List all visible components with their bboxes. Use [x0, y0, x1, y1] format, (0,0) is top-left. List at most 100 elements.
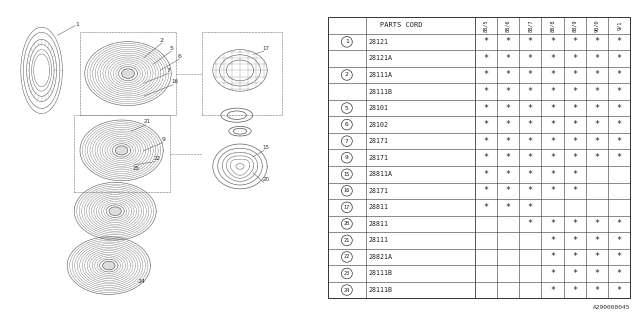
Text: *: *	[617, 137, 622, 146]
Text: *: *	[617, 104, 622, 113]
Text: 16: 16	[344, 188, 350, 193]
Text: 28811: 28811	[369, 221, 388, 227]
Text: 28171: 28171	[369, 138, 388, 144]
Text: *: *	[572, 87, 577, 96]
Text: *: *	[483, 104, 488, 113]
Text: *: *	[506, 203, 511, 212]
Ellipse shape	[122, 69, 134, 78]
Text: 88/8: 88/8	[550, 19, 555, 32]
Text: *: *	[528, 37, 533, 46]
Text: *: *	[550, 104, 555, 113]
Text: *: *	[528, 220, 533, 228]
Text: 88/9: 88/9	[572, 19, 577, 32]
Text: *: *	[572, 120, 577, 129]
Text: *: *	[506, 153, 511, 162]
Text: *: *	[483, 87, 488, 96]
Text: *: *	[550, 186, 555, 195]
Text: *: *	[506, 87, 511, 96]
Text: *: *	[506, 186, 511, 195]
Text: 88/7: 88/7	[528, 19, 533, 32]
Text: *: *	[528, 153, 533, 162]
Text: *: *	[506, 170, 511, 179]
Text: 9/1: 9/1	[617, 21, 622, 30]
Text: *: *	[572, 236, 577, 245]
Text: 28102: 28102	[369, 122, 388, 128]
Text: *: *	[483, 203, 488, 212]
Text: *: *	[595, 120, 600, 129]
Text: *: *	[483, 54, 488, 63]
Text: *: *	[528, 87, 533, 96]
Text: *: *	[617, 54, 622, 63]
Text: *: *	[572, 137, 577, 146]
Text: 20: 20	[344, 221, 350, 226]
Text: *: *	[572, 54, 577, 63]
Text: *: *	[483, 186, 488, 195]
Text: *: *	[572, 153, 577, 162]
Text: *: *	[595, 285, 600, 294]
Text: *: *	[617, 220, 622, 228]
Text: 9: 9	[161, 137, 166, 142]
Text: *: *	[595, 87, 600, 96]
Text: *: *	[483, 70, 488, 79]
Text: *: *	[528, 120, 533, 129]
Text: 20: 20	[262, 177, 269, 182]
Text: *: *	[572, 37, 577, 46]
Text: 28101: 28101	[369, 105, 388, 111]
Text: 21: 21	[344, 238, 350, 243]
Text: *: *	[572, 186, 577, 195]
Text: *: *	[595, 153, 600, 162]
Text: *: *	[550, 285, 555, 294]
Ellipse shape	[102, 261, 115, 270]
Text: *: *	[483, 37, 488, 46]
Text: *: *	[550, 54, 555, 63]
Text: *: *	[595, 54, 600, 63]
Text: *: *	[595, 236, 600, 245]
Text: *: *	[528, 170, 533, 179]
Text: 88/6: 88/6	[506, 19, 511, 32]
Text: *: *	[550, 252, 555, 261]
Text: 28811A: 28811A	[369, 171, 393, 177]
Text: *: *	[528, 203, 533, 212]
Text: *: *	[528, 137, 533, 146]
Text: *: *	[595, 104, 600, 113]
Text: *: *	[595, 137, 600, 146]
Text: *: *	[483, 137, 488, 146]
Text: *: *	[617, 70, 622, 79]
Text: *: *	[550, 153, 555, 162]
Text: *: *	[572, 285, 577, 294]
Text: *: *	[528, 104, 533, 113]
Text: *: *	[483, 153, 488, 162]
Text: *: *	[617, 285, 622, 294]
Text: *: *	[595, 252, 600, 261]
Text: *: *	[528, 54, 533, 63]
Text: 6: 6	[178, 53, 182, 59]
Text: *: *	[550, 70, 555, 79]
Text: 1: 1	[345, 39, 349, 44]
Text: 28111B: 28111B	[369, 270, 393, 276]
Text: 15: 15	[344, 172, 350, 177]
Text: *: *	[572, 269, 577, 278]
Text: *: *	[550, 137, 555, 146]
Text: 28811: 28811	[369, 204, 388, 210]
Text: 21: 21	[144, 119, 151, 124]
Text: 1: 1	[76, 21, 79, 27]
Text: *: *	[528, 186, 533, 195]
Text: 9: 9	[345, 155, 349, 160]
Text: *: *	[550, 269, 555, 278]
Text: *: *	[506, 104, 511, 113]
Text: 28171: 28171	[369, 155, 388, 161]
Text: 28111B: 28111B	[369, 89, 393, 94]
Text: *: *	[550, 170, 555, 179]
Text: 28121A: 28121A	[369, 55, 393, 61]
Text: *: *	[617, 252, 622, 261]
Text: 28121: 28121	[369, 39, 388, 45]
Text: 24: 24	[344, 288, 350, 292]
Text: 88/5: 88/5	[483, 19, 488, 32]
Text: *: *	[550, 120, 555, 129]
Text: *: *	[572, 252, 577, 261]
Text: *: *	[506, 70, 511, 79]
Text: *: *	[506, 54, 511, 63]
Text: *: *	[572, 170, 577, 179]
Text: *: *	[550, 220, 555, 228]
Text: *: *	[595, 220, 600, 228]
